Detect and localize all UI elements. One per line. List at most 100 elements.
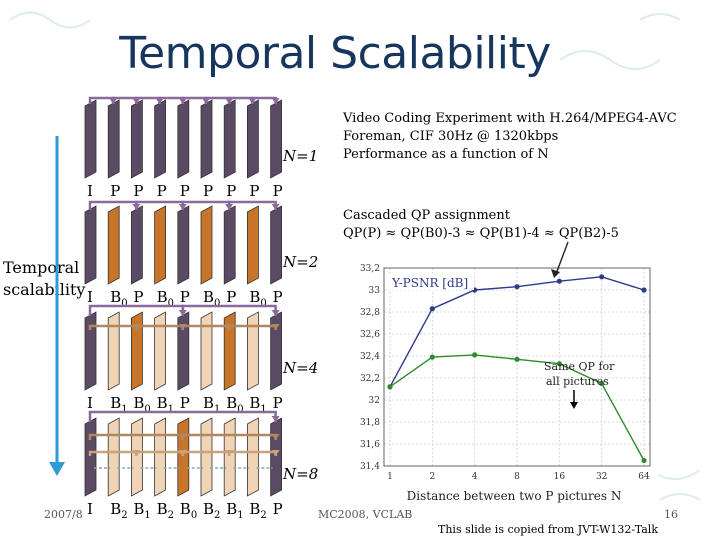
y-tick-label: 33	[369, 286, 381, 296]
experiment-line-2: Foreman, CIF 30Hz @ 1320kbps	[343, 129, 559, 144]
frame-picture	[246, 417, 259, 497]
frame-type-label: P	[180, 288, 190, 306]
experiment-description: Video Coding Experiment with H.264/MPEG4…	[343, 110, 677, 164]
footer-date: 2007/8	[44, 508, 83, 521]
frame-picture	[84, 99, 97, 179]
frame-type-label: B0	[110, 288, 127, 309]
frame-type-label: P	[273, 182, 283, 200]
temporal-label-line-2: scalability	[3, 280, 86, 299]
experiment-line-1: Video Coding Experiment with H.264/MPEG4…	[343, 111, 677, 126]
frame-type-label: I	[87, 394, 93, 412]
frame-picture	[200, 311, 213, 391]
frame-picture	[177, 417, 190, 497]
legend-label: Y-PSNR [dB]	[391, 276, 468, 290]
frame-picture	[223, 311, 236, 391]
x-tick-label: 2	[429, 472, 435, 482]
y-tick-label: 32	[369, 396, 380, 406]
y-tick-label: 31,8	[360, 418, 380, 428]
annotation-arrow-head	[570, 402, 578, 409]
qp-assignment-text: Cascaded QP assignment QP(P) ≈ QP(B0)-3 …	[343, 207, 619, 243]
frame-picture	[200, 205, 213, 285]
prediction-arrow-head	[271, 204, 280, 210]
annotation-line-2: all pictures	[546, 375, 609, 388]
y-tick-label: 31,4	[360, 462, 380, 472]
n-label-2: N=2	[283, 253, 319, 271]
x-tick-label: 1	[387, 472, 393, 482]
data-point	[387, 384, 393, 390]
y-tick-label: 33,2	[360, 264, 380, 274]
frame-picture	[246, 205, 259, 285]
frame-picture	[270, 205, 283, 285]
footer-conference: MC2008, VCLAB	[318, 508, 413, 521]
y-tick-label: 32,4	[360, 352, 380, 362]
frame-picture	[84, 311, 97, 391]
frame-picture	[246, 99, 259, 179]
frame-type-label: P	[157, 182, 167, 200]
frame-picture	[177, 99, 190, 179]
frame-row: I B0 P B0 P B0 P B0 P	[84, 205, 283, 309]
frame-type-label: B0	[157, 288, 174, 309]
data-point	[556, 361, 562, 367]
frame-picture	[154, 311, 167, 391]
frame-type-label: B1	[226, 500, 243, 521]
frame-picture	[270, 417, 283, 497]
footer-page-number: 16	[664, 508, 678, 521]
frame-type-label: B2	[110, 500, 127, 521]
frame-picture	[84, 205, 97, 285]
frame-type-label: B0	[226, 394, 243, 415]
scalability-arrow-head	[49, 462, 65, 476]
frame-type-label: B2	[157, 500, 174, 521]
data-point	[599, 380, 605, 387]
frame-type-label: I	[87, 182, 93, 200]
frame-type-label: B2	[249, 500, 266, 521]
frame-picture	[130, 205, 143, 285]
psnr-chart: 31,4 31,6 31,8 32 32,2 32,4 32,6 32,8 33 33,2 1 2 4 8…	[352, 248, 658, 506]
frame-type-label: B1	[203, 394, 220, 415]
data-point	[514, 356, 520, 362]
footer-source-note: This slide is copied from JVT-W132-Talk	[438, 523, 658, 536]
n-label-8: N=8	[283, 465, 319, 483]
frame-picture	[130, 417, 143, 497]
slide-title: Temporal Scalability	[119, 28, 551, 79]
frame-row: I B1 B0 B1 P B1 B0 B1 P	[84, 311, 283, 415]
data-point	[472, 352, 478, 358]
y-tick-label: 31,6	[360, 440, 380, 450]
frame-type-label: B2	[203, 500, 220, 521]
frame-picture	[107, 99, 120, 179]
y-tick-label: 32,6	[360, 330, 380, 340]
temporal-scalability-label: Temporal scalability	[3, 257, 85, 301]
frame-type-label: B0	[133, 394, 150, 415]
frame-picture	[223, 99, 236, 179]
frame-picture	[177, 205, 190, 285]
x-tick-label: 4	[472, 472, 478, 482]
frame-type-label: P	[273, 394, 283, 412]
data-point	[599, 274, 605, 280]
n-label-4: N=4	[283, 359, 319, 377]
frame-picture	[200, 99, 213, 179]
annotation-line-1: Same QP for	[544, 360, 615, 373]
frame-type-label: B1	[133, 500, 150, 521]
x-axis-label: Distance between two P pictures N	[407, 489, 622, 503]
y-tick-label: 32,2	[360, 374, 380, 384]
frame-picture	[223, 417, 236, 497]
frame-type-label: P	[249, 182, 259, 200]
frame-type-label: P	[226, 288, 236, 306]
frame-type-label: B1	[157, 394, 174, 415]
frame-picture	[107, 311, 120, 391]
frame-type-label: I	[87, 500, 93, 518]
frame-type-label: P	[110, 182, 120, 200]
frame-picture	[223, 205, 236, 285]
data-point	[429, 306, 435, 312]
frame-type-label: B0	[203, 288, 220, 309]
frame-picture	[154, 99, 167, 179]
frame-type-label: B0	[249, 288, 266, 309]
frame-picture	[246, 311, 259, 391]
temporal-label-line-1: Temporal	[3, 258, 80, 277]
frame-type-label: B0	[180, 500, 197, 521]
frame-type-label: P	[133, 182, 143, 200]
plot-frame	[383, 267, 651, 467]
frame-picture	[270, 311, 283, 391]
frame-row: I B2 B1 B2 B0 B2 B1 B2 P	[84, 417, 283, 521]
frame-diagram: I P P P P P P P PI B0 P B0 P B0 P B0 PI B1 B0 B1 P B1 B0 B1 PI B2…	[49, 96, 283, 521]
